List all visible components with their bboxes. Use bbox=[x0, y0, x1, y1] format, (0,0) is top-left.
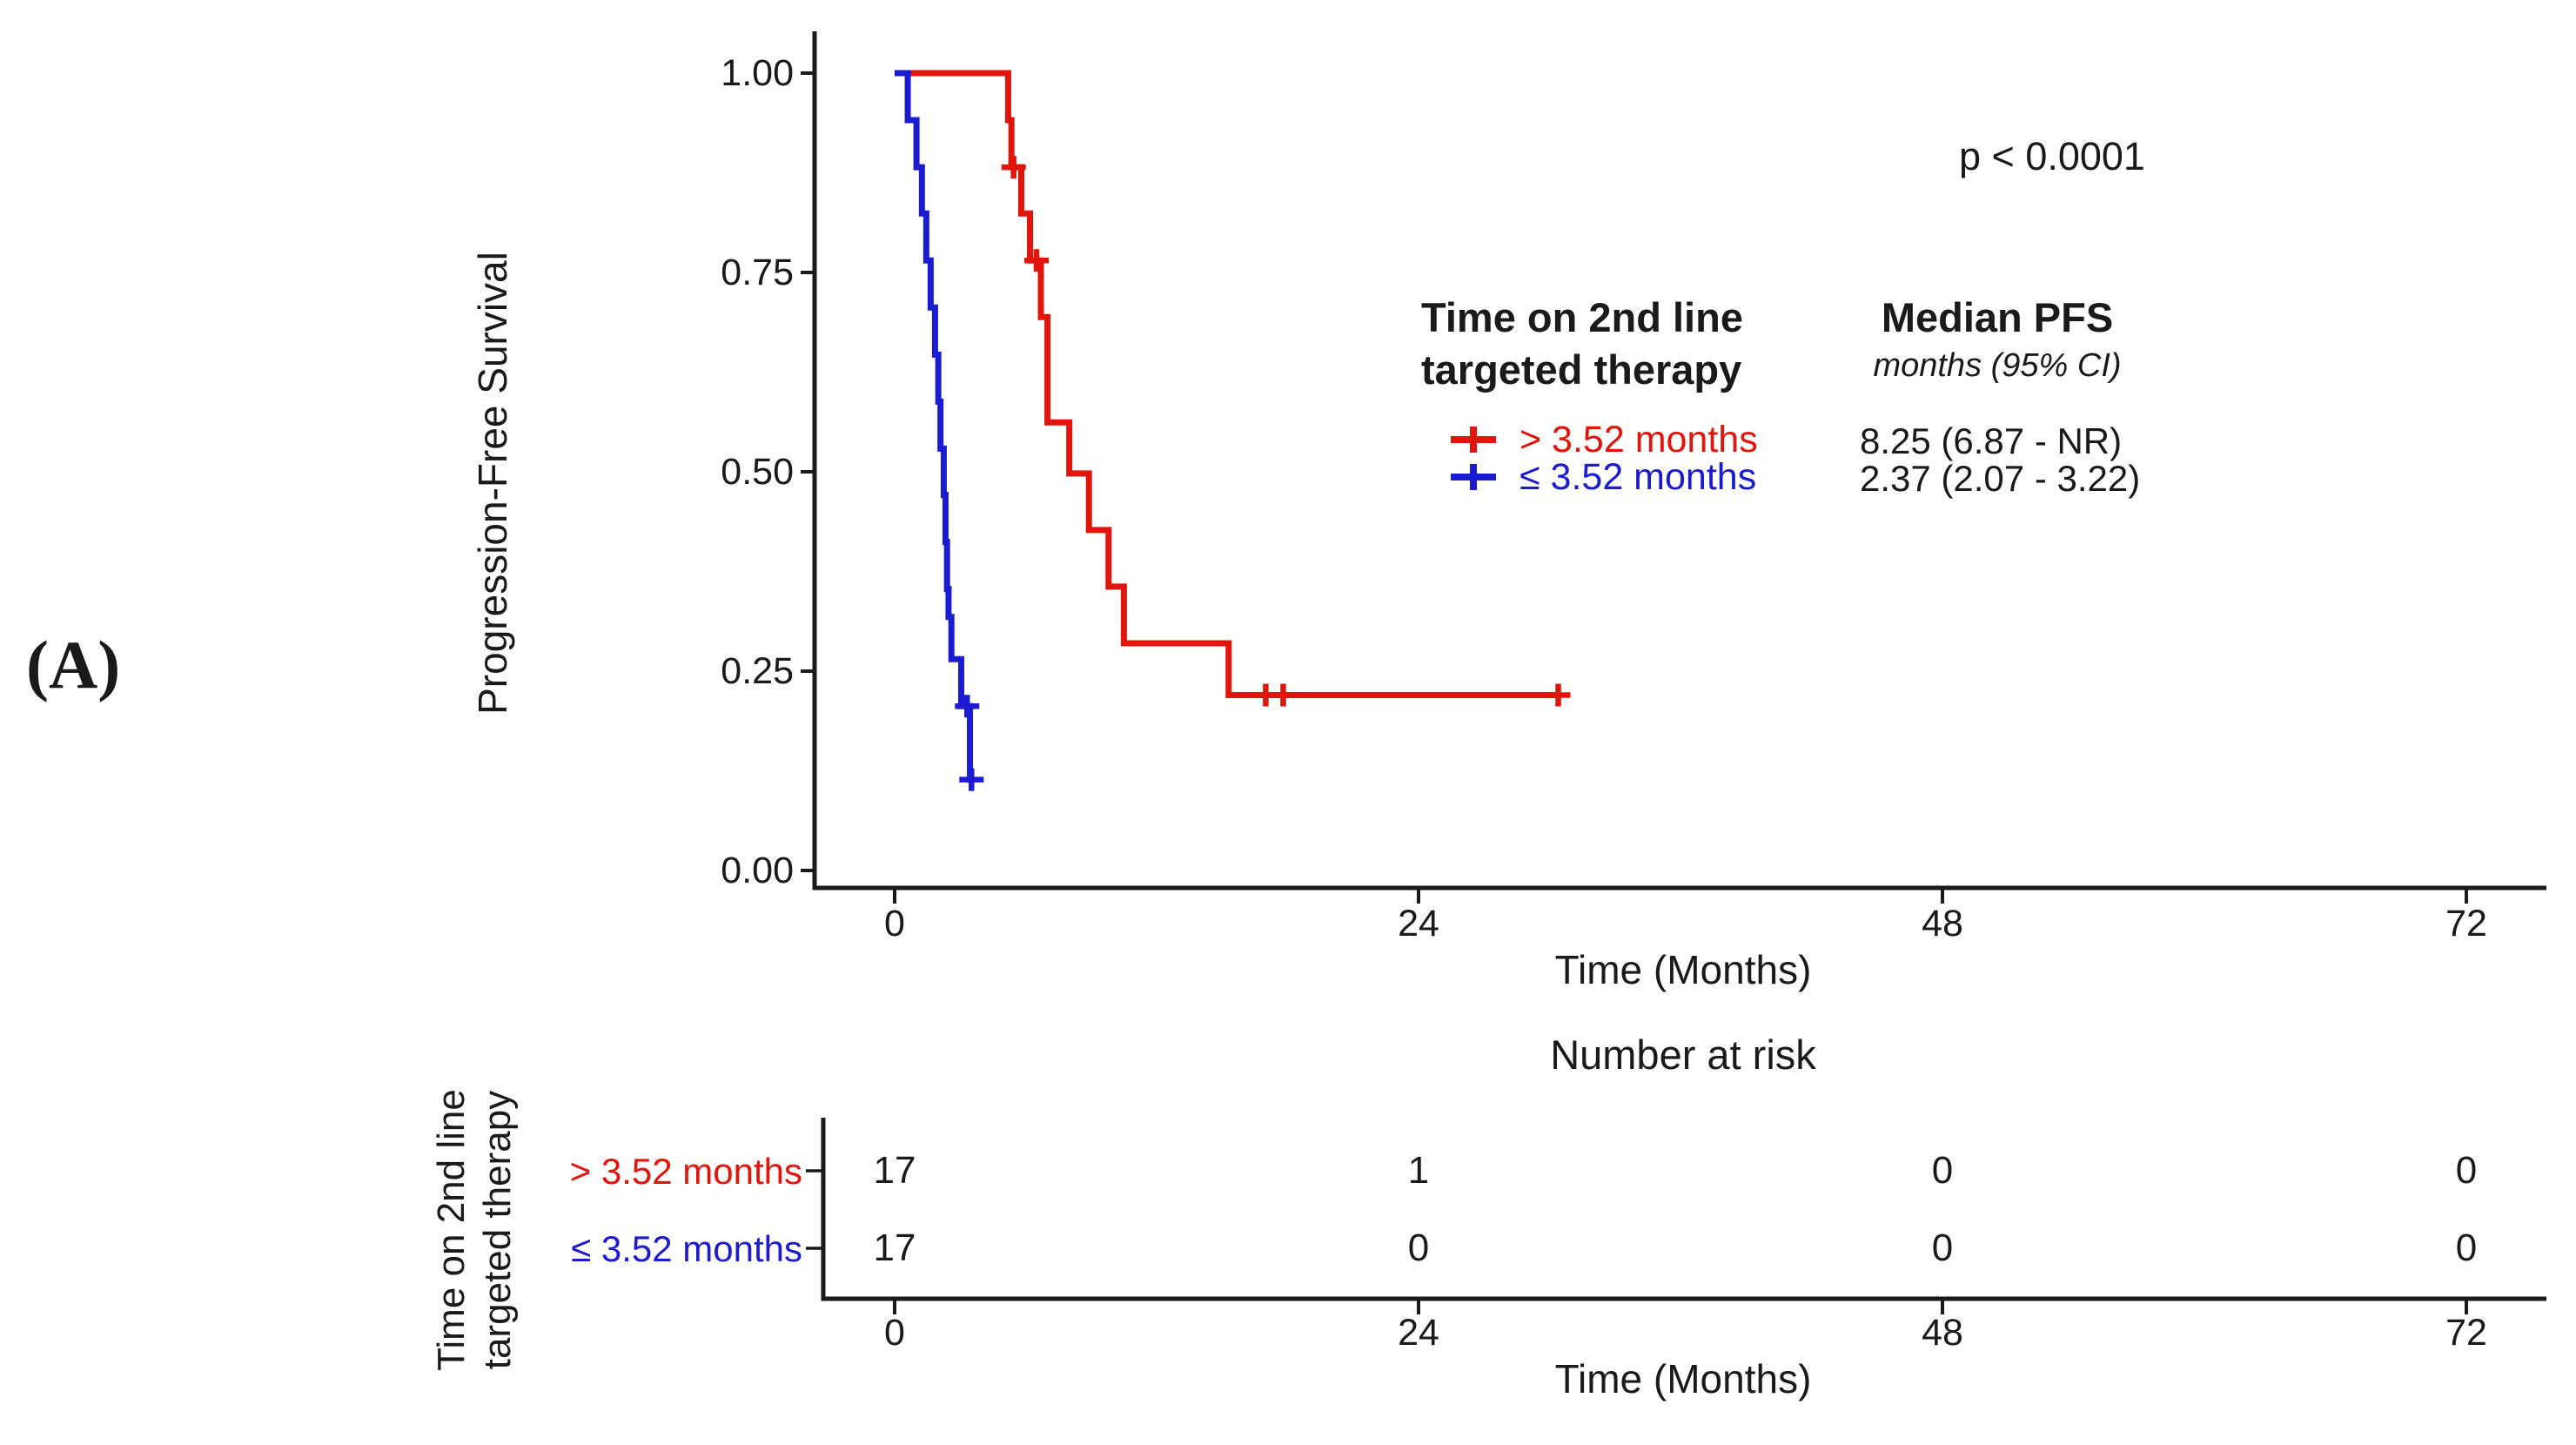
risk-x-axis-title: Time (Months) bbox=[1554, 1356, 1812, 1401]
legend-key-plus-icon bbox=[1451, 464, 1496, 490]
legend-median-subheader: months (95% CI) bbox=[1873, 347, 2122, 384]
legend-entry-label-blue: ≤ 3.52 months bbox=[1519, 456, 1757, 498]
risk-count-cell: 0 bbox=[2455, 1149, 2478, 1192]
risk-count-cell: 17 bbox=[873, 1227, 916, 1269]
legend-group-header-line1: Time on 2nd line bbox=[1421, 294, 1743, 340]
risk-x-tick-label: 48 bbox=[1922, 1312, 1963, 1354]
censor-mark-icon bbox=[1024, 249, 1050, 272]
risk-count-cell: 0 bbox=[1931, 1227, 1954, 1269]
risk-x-tick-label: 0 bbox=[884, 1312, 905, 1354]
panel-letter-label: (A) bbox=[26, 627, 121, 702]
y-tick-label: 0.00 bbox=[721, 850, 794, 891]
risk-count-cell: 1 bbox=[1407, 1149, 1430, 1192]
x-tick-label: 72 bbox=[2445, 903, 2487, 944]
censor-mark-icon bbox=[1271, 683, 1296, 707]
censor-mark-icon bbox=[955, 695, 980, 718]
x-tick-label: 48 bbox=[1922, 903, 1963, 944]
risk-count-cell: 0 bbox=[2455, 1227, 2478, 1269]
censor-mark-icon bbox=[1001, 156, 1026, 179]
y-tick-label: 1.00 bbox=[721, 52, 794, 94]
risk-x-tick-label: 72 bbox=[2445, 1312, 2487, 1354]
risk-count-cell: 0 bbox=[1407, 1227, 1430, 1269]
risk-x-tick-label: 24 bbox=[1398, 1312, 1439, 1354]
legend-key-plus-icon bbox=[1451, 427, 1496, 453]
legend-group-header-line2: targeted therapy bbox=[1421, 346, 1742, 393]
censor-mark-icon bbox=[959, 768, 984, 791]
legend-entry-label-red: > 3.52 months bbox=[1519, 419, 1758, 460]
legend-median-header: Median PFS bbox=[1881, 294, 2114, 340]
legend-entry-median-blue: 2.37 (2.07 - 3.22) bbox=[1860, 458, 2141, 499]
pvalue-annotation: p < 0.0001 bbox=[1959, 134, 2145, 178]
risk-table-header: Number at risk bbox=[1550, 1032, 1816, 1078]
x-tick-label: 24 bbox=[1398, 903, 1439, 944]
km-curve-blue bbox=[895, 70, 974, 783]
risk-count-cell: 0 bbox=[1931, 1149, 1954, 1192]
y-axis-title: Progression-Free Survival bbox=[470, 252, 515, 715]
y-tick-label: 0.75 bbox=[721, 252, 794, 293]
y-tick-label: 0.50 bbox=[721, 451, 794, 493]
x-tick-label: 0 bbox=[884, 903, 905, 944]
x-axis-title: Time (Months) bbox=[1554, 947, 1812, 992]
risk-row-label-blue: ≤ 3.52 months bbox=[571, 1228, 802, 1269]
y-tick-label: 0.25 bbox=[721, 650, 794, 692]
censor-mark-icon bbox=[1546, 683, 1571, 707]
legend-entry-median-red: 8.25 (6.87 - NR) bbox=[1860, 420, 2123, 461]
risk-row-label-red: > 3.52 months bbox=[569, 1151, 802, 1192]
risk-count-cell: 17 bbox=[873, 1149, 916, 1192]
